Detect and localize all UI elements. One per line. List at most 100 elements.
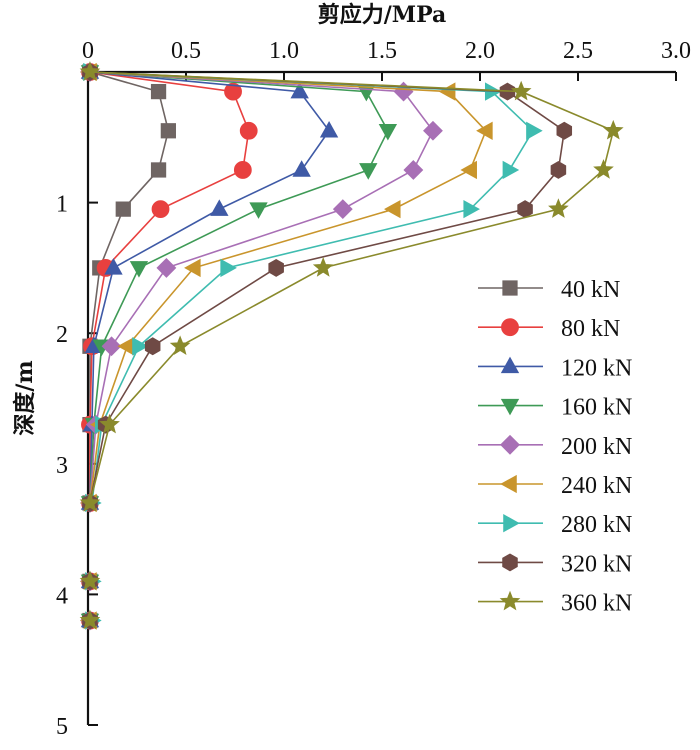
legend-item: 80 kN: [478, 316, 620, 342]
data-point: [104, 258, 123, 275]
data-point: [290, 81, 309, 99]
legend-marker-triangle-left-icon: [500, 474, 517, 494]
legend-label: 120 kN: [561, 355, 632, 381]
data-point: [393, 81, 414, 102]
data-point: [593, 159, 614, 179]
data-point: [332, 199, 353, 220]
series-320kn: [82, 63, 573, 630]
legend-label: 40 kN: [561, 277, 620, 303]
legend-marker-circle-icon: [501, 318, 519, 337]
x-tick-label: 0.5: [171, 38, 201, 64]
x-axis-title: 剪应力/MPa: [318, 2, 447, 28]
data-point: [319, 121, 339, 138]
data-point: [384, 199, 401, 219]
data-point: [403, 160, 424, 180]
data-point: [156, 257, 177, 278]
data-point: [132, 337, 149, 356]
legend-marker-triangle-right-icon: [503, 514, 520, 533]
y-axis-title: 深度/m: [12, 360, 38, 435]
legend-marker-square-icon: [502, 280, 518, 296]
data-point: [602, 119, 624, 140]
legend-marker-triangle-up-icon: [500, 356, 520, 374]
data-point: [517, 200, 533, 219]
data-point: [115, 201, 131, 217]
data-point: [79, 61, 101, 81]
x-tick-label: 1.0: [269, 38, 299, 64]
data-point: [99, 413, 120, 434]
data-point: [160, 123, 176, 139]
series-line: [89, 71, 389, 504]
y-tick-label: 4: [56, 583, 68, 609]
legend-item: 200 kN: [478, 434, 632, 460]
data-point: [556, 121, 573, 140]
legend-item: 320 kN: [478, 551, 632, 577]
data-point: [144, 337, 161, 356]
data-point: [224, 82, 242, 101]
data-point: [268, 258, 284, 277]
series-line: [89, 71, 331, 504]
data-point: [502, 160, 520, 180]
data-point: [79, 570, 101, 591]
data-point: [312, 257, 334, 277]
legend-label: 280 kN: [561, 512, 632, 538]
series-360kn: [79, 61, 624, 630]
x-tick-label: 2.5: [563, 38, 593, 64]
data-point: [184, 258, 201, 278]
legend-label: 200 kN: [561, 434, 632, 460]
y-tick-label: 1: [56, 192, 68, 218]
data-point: [210, 199, 229, 216]
legend-label: 360 kN: [561, 591, 632, 617]
data-point: [292, 160, 311, 177]
legend-item: 360 kN: [478, 591, 632, 617]
legend-item: 160 kN: [478, 395, 632, 421]
data-point: [423, 120, 443, 141]
data-point: [129, 261, 149, 278]
data-point: [101, 336, 122, 357]
x-tick-label: 0: [82, 38, 94, 64]
data-point: [548, 198, 569, 218]
legend-label: 160 kN: [561, 395, 632, 421]
legend-marker-diamond-icon: [500, 434, 520, 455]
legend-marker-hexagon-icon: [502, 553, 518, 572]
data-point: [550, 160, 567, 179]
data-point: [169, 335, 191, 356]
data-point: [463, 199, 480, 219]
data-point: [378, 123, 398, 141]
data-point: [150, 83, 167, 100]
data-point: [249, 202, 268, 219]
data-point: [150, 162, 167, 178]
data-point: [220, 258, 237, 278]
data-point: [79, 609, 101, 630]
series-line: [89, 71, 434, 504]
plot-area: [79, 61, 624, 631]
data-point: [239, 121, 258, 140]
data-point: [359, 163, 378, 180]
legend-item: 240 kN: [478, 473, 632, 499]
legend-label: 80 kN: [561, 316, 620, 342]
data-point: [79, 492, 101, 512]
axes: 0 0.5 1.0 1.5 2.0 2.5 3.0 1 2 3 4 5: [56, 38, 691, 740]
legend-marker-triangle-down-icon: [500, 398, 520, 416]
y-tick-label: 3: [56, 453, 68, 479]
data-point: [233, 161, 252, 179]
legend: 40 kN 80 kN 120 kN 160 kN 200 kN 240 kN 280 kN…: [478, 277, 632, 617]
data-point: [476, 121, 493, 140]
legend-item: 120 kN: [478, 355, 632, 381]
data-point: [460, 160, 477, 180]
x-tick-label: 1.5: [367, 38, 397, 64]
data-point: [438, 82, 456, 101]
legend-label: 240 kN: [561, 473, 632, 499]
data-point: [151, 200, 170, 219]
data-point: [526, 121, 543, 140]
legend-item: 280 kN: [478, 512, 632, 538]
y-tick-label: 5: [56, 714, 68, 740]
legend-marker-star-icon: [499, 590, 521, 611]
legend-item: 40 kN: [478, 277, 620, 303]
x-tick-label: 2.0: [465, 38, 495, 64]
series-line: [89, 71, 534, 504]
legend-label: 320 kN: [561, 551, 632, 577]
y-tick-label: 2: [56, 322, 68, 348]
x-tick-label: 3.0: [661, 38, 691, 64]
data-point: [510, 80, 532, 101]
